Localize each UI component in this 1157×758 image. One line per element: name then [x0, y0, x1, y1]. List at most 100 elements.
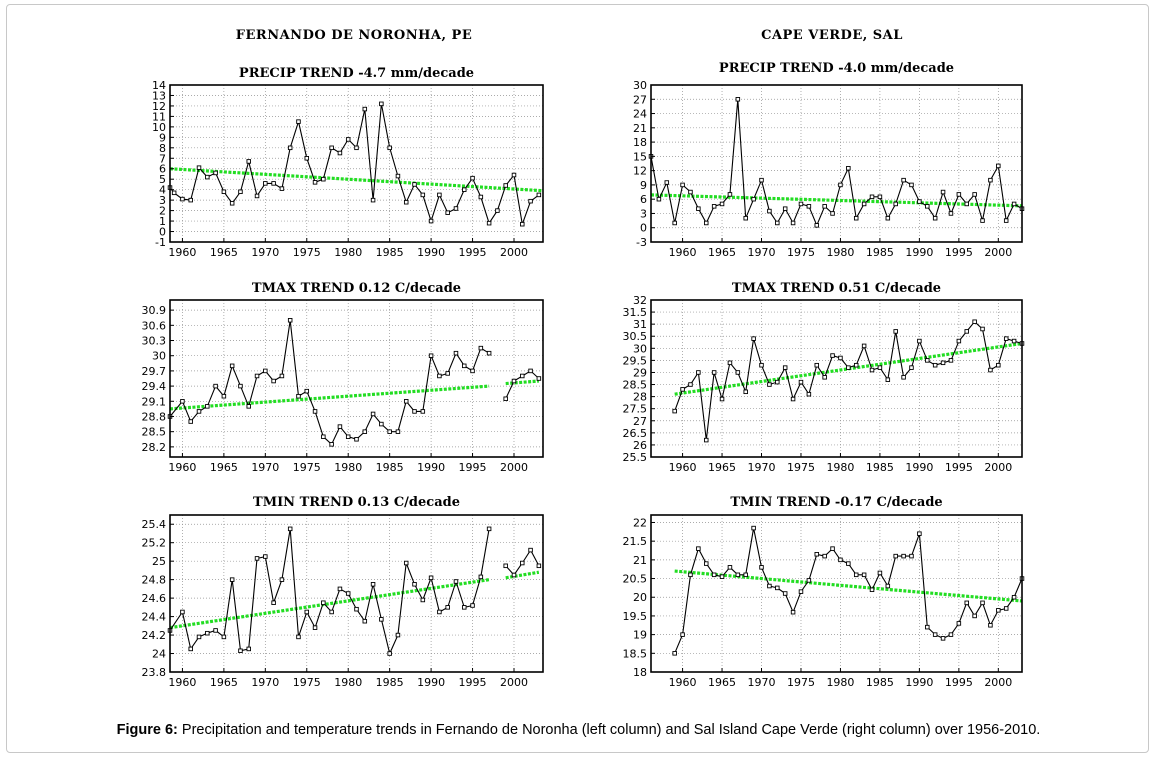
fn-tmin-xtick-label: 1980: [334, 676, 362, 689]
fn-tmax-xtick-label: 1975: [293, 461, 321, 474]
cv-tmin-data-point: [743, 572, 748, 578]
fn-tmax-trend-line: [169, 384, 490, 411]
cv-tmax-data-point: [704, 437, 709, 443]
cv-precip-data-point: [696, 206, 701, 211]
cv-tmax-data-point: [759, 362, 764, 368]
figure-caption: Figure 6: Precipitation and temperature …: [0, 722, 1157, 738]
fn-tmax-data-point: [412, 409, 417, 414]
cv-tmax-data-point: [1003, 336, 1009, 341]
fn-precip-data-point: [263, 181, 268, 186]
cv-precip-xtick-label: 1990: [905, 246, 933, 259]
fn-tmax-data-point: [478, 345, 484, 351]
cv-precip-data-point: [869, 194, 875, 200]
fn-precip-data-point: [520, 221, 525, 227]
fn-precip-data-point: [528, 198, 533, 204]
cv-tmin-data-point: [704, 561, 709, 566]
cv-tmin-data-point: [1011, 594, 1017, 600]
cv-precip-data-point: [767, 208, 772, 214]
cv-tmax-plot-frame: [650, 299, 1023, 458]
fn-tmax-ytick-label: 30.9: [142, 304, 167, 317]
fn-precip-data-point: [412, 182, 417, 187]
fn-tmax-data-point: [403, 399, 409, 404]
cv-precip-data-point: [790, 220, 796, 226]
fn-precip-ytick-label: 0: [159, 226, 166, 239]
cv-tmax-data-point: [932, 362, 938, 368]
fn-tmin-ytick-label: 25: [152, 555, 166, 568]
fn-tmax-title: TMAX TREND 0.12 C/decade: [252, 281, 461, 296]
fn-precip-data-point: [395, 173, 401, 179]
fn-precip-data-point: [296, 119, 301, 124]
fn-tmax-ytick-label: 28.2: [142, 441, 167, 454]
cv-tmin-data-point: [917, 531, 922, 536]
figure-frame: [6, 4, 1149, 753]
cv-tmax-data-point: [814, 362, 820, 368]
cv-tmax-data-point: [869, 367, 875, 373]
fn-tmin-data-point: [536, 563, 542, 569]
fn-tmin-xtick-label: 1985: [376, 676, 404, 689]
fn-tmin-data-point: [528, 547, 533, 553]
fn-tmax-xtick-label: 1990: [417, 461, 445, 474]
fn-tmax-data-point: [229, 363, 235, 369]
fn-tmin-data-point: [213, 628, 218, 633]
cv-tmax-ytick-label: 31.5: [623, 306, 648, 319]
fn-tmin-data-point: [428, 575, 434, 581]
fn-precip-xtick-label: 1975: [293, 246, 321, 259]
cv-precip-data-point: [988, 177, 993, 183]
cv-tmin-data-point: [719, 574, 725, 579]
cv-tmin-data-point: [909, 553, 914, 559]
cv-tmax-data-point: [830, 353, 835, 358]
cv-precip-xtick-label: 1965: [708, 246, 736, 259]
fn-tmax-xtick-label: 1980: [334, 461, 362, 474]
fn-tmax-data-point: [470, 368, 475, 374]
cv-tmax-data-point: [964, 329, 969, 334]
cv-precip-ytick-label: 0: [640, 222, 647, 235]
fn-precip-data-point: [420, 192, 426, 198]
cv-tmax-data-point: [680, 387, 685, 392]
fn-precip-data-point: [387, 145, 392, 151]
fn-tmin-data-point: [337, 586, 343, 592]
cv-tmax-xtick-label: 2000: [984, 461, 1012, 474]
cv-precip-data-point: [688, 189, 693, 195]
fn-tmax-data-point: [246, 404, 251, 409]
fn-tmax-data-point: [254, 373, 260, 379]
fn-tmax-data-point: [321, 434, 326, 439]
cv-tmin-data-point: [1003, 606, 1009, 611]
fn-precip-xtick-label: 1970: [251, 246, 279, 259]
fn-tmin-ytick-label: 25.2: [142, 537, 167, 550]
cv-precip-data-point: [680, 182, 685, 188]
cv-tmax-data-point: [940, 360, 946, 366]
cv-precip-data-point: [704, 220, 709, 226]
cv-tmin-data-point: [830, 546, 835, 551]
cv-tmax-data-point: [696, 370, 701, 375]
fn-precip-ytick-label: 14: [152, 79, 166, 92]
cv-tmax-data-point: [917, 338, 922, 344]
cv-precip-xtick-label: 1960: [669, 246, 697, 259]
cv-tmin-ytick-label: 22: [633, 516, 647, 529]
cv-tmax-data-point: [861, 343, 867, 349]
fn-precip-data-point: [354, 145, 359, 151]
cv-tmax-ytick-label: 27.5: [623, 403, 648, 416]
fn-tmax-data-point: [379, 421, 384, 427]
fn-tmax-data-point: [528, 368, 533, 374]
fn-tmax-ytick-label: 28.8: [142, 410, 167, 423]
fn-tmin-data-point: [445, 605, 450, 610]
fn-tmin-plot-frame: [169, 514, 544, 673]
cv-tmin-data-point: [767, 583, 772, 589]
fn-tmin-data-point: [205, 630, 210, 636]
cv-tmax-ytick-label: 26.5: [623, 427, 648, 440]
cv-tmin-data-point: [790, 609, 796, 615]
cv-precip-data-point: [917, 199, 922, 204]
fn-tmin-data-point: [287, 526, 293, 532]
cv-tmax-data-point: [672, 408, 677, 414]
cv-tmax-data-point: [688, 382, 693, 387]
fn-precip-ytick-label: 2: [159, 205, 166, 218]
fn-tmax-data-point: [453, 350, 459, 356]
fn-precip-data-point: [229, 201, 235, 206]
cv-tmin-ytick-label: 18.5: [623, 647, 648, 660]
fn-tmin-data-point: [329, 609, 334, 615]
fn-tmin-data-point: [345, 591, 351, 596]
cv-tmin-ytick-label: 19.5: [623, 610, 648, 623]
fn-tmin-data-point: [279, 577, 285, 582]
fn-tmax-data-point: [180, 399, 185, 404]
fn-tmax-data-point: [304, 388, 310, 394]
